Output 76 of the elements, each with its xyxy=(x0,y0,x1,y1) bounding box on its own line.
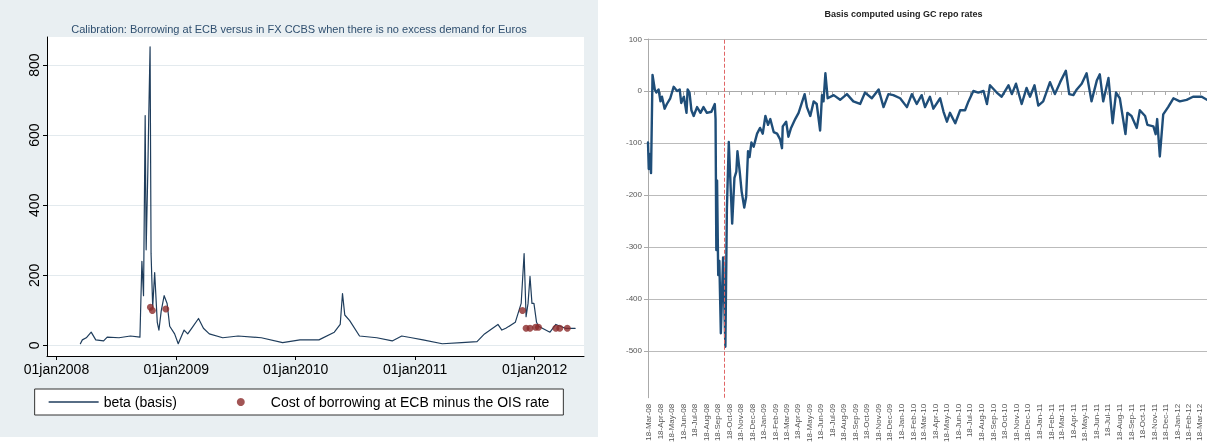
x-tick-label: 18-Nov-11 xyxy=(1149,403,1159,441)
line-series xyxy=(79,46,576,345)
chart-title: Calibration: Borrowing at ECB versus in FX CCBS when there is no excess demand for Euros xyxy=(71,22,528,35)
x-tick-label: 18-Apr-09 xyxy=(793,403,803,440)
y-tick-label: 400 xyxy=(26,193,42,217)
x-tick-label: 18-Sep-11 xyxy=(1126,403,1136,441)
legend-label: Cost of borrowing at ECB minus the OIS rate xyxy=(270,394,550,410)
y-tick-label: 0 xyxy=(26,341,42,350)
x-tick-label: 18-Jun-11 xyxy=(1091,403,1101,440)
x-tick-label: 18-Dec-09 xyxy=(885,403,895,442)
y-tick-label: 100 xyxy=(628,34,643,44)
x-tick-label: 18-Nov-08 xyxy=(736,403,746,442)
x-tick-label: 18-Aug-10 xyxy=(977,403,987,442)
line-series xyxy=(646,69,1207,349)
y-tick-label: -300 xyxy=(625,242,643,252)
x-tick-label: 01jan2011 xyxy=(382,361,448,377)
x-tick-label: 18-Mar-12 xyxy=(1195,403,1205,441)
x-tick-label: 18-Oct-08 xyxy=(724,403,734,440)
x-tick-label: 18-Nov-10 xyxy=(1011,403,1021,442)
x-tick-label: 18-Mar-08 xyxy=(643,403,653,441)
x-tick-label: 18-Dec-10 xyxy=(1023,403,1033,442)
x-tick-label: 18-Jul-08 xyxy=(689,403,699,438)
x-tick-label: 18-Mar-09 xyxy=(781,403,791,441)
x-tick-label: 18-Oct-10 xyxy=(1000,403,1010,440)
x-tick-label: 18-Mar-11 xyxy=(1057,403,1067,441)
x-tick-label: 18-Jul-10 xyxy=(965,403,975,438)
x-tick-label: 18-Jul-09 xyxy=(827,403,837,438)
point xyxy=(162,305,170,313)
x-tick-label: 18-Apr-08 xyxy=(655,403,665,440)
x-tick-label: 18-Feb-09 xyxy=(771,403,781,441)
x-tick-label: 18-Feb-12 xyxy=(1184,403,1194,441)
x-tick-label: 18-May-08 xyxy=(666,403,676,443)
x-tick-label: 18-Jan-10 xyxy=(897,403,907,440)
y-tick-label: 0 xyxy=(637,86,643,96)
x-tick-label: 18-Apr-10 xyxy=(931,403,941,440)
x-tick-label: 01jan2008 xyxy=(23,361,90,377)
x-tick-label: 18-May-10 xyxy=(942,403,952,443)
x-tick-label: 18-Sep-08 xyxy=(713,403,723,442)
x-tick-label: 18-Dec-08 xyxy=(747,403,757,442)
chart-title: Basis computed using GC repo rates xyxy=(824,8,983,19)
y-tick-label: -100 xyxy=(625,138,643,148)
x-tick-label: 01jan2010 xyxy=(263,361,329,377)
point xyxy=(518,306,526,314)
x-tick-label: 18-Jun-10 xyxy=(954,403,964,440)
x-tick-label: 18-Jun-08 xyxy=(678,403,688,440)
x-tick-label: 18-Jul-11 xyxy=(1103,403,1113,437)
x-tick-label: 01jan2012 xyxy=(501,361,568,377)
x-tick-label: 18-Sep-10 xyxy=(988,403,998,442)
x-tick-label: 18-Apr-11 xyxy=(1068,403,1078,439)
y-tick-label: -200 xyxy=(625,190,643,200)
x-tick-label: 18-Sep-09 xyxy=(851,403,861,442)
x-tick-label: 01jan2009 xyxy=(143,361,210,377)
x-tick-label: 18-Aug-08 xyxy=(701,403,711,442)
x-tick-label: 18-Jun-09 xyxy=(816,403,826,440)
x-tick-label: 18-Aug-09 xyxy=(839,403,849,442)
y-tick-label: 600 xyxy=(26,123,42,147)
x-tick-label: 18-Nov-09 xyxy=(874,403,884,442)
x-tick-label: 18-May-11 xyxy=(1080,403,1090,442)
x-tick-label: 18-Oct-09 xyxy=(862,403,872,440)
point xyxy=(556,324,564,332)
legend-label: beta (basis) xyxy=(103,394,177,410)
point xyxy=(563,324,571,332)
x-tick-label: 18-Jan-12 xyxy=(1172,403,1182,440)
y-tick-label: -500 xyxy=(625,346,643,356)
x-tick-label: 18-Dec-11 xyxy=(1160,403,1170,441)
x-tick-label: 18-Feb-11 xyxy=(1046,403,1056,441)
y-tick-label: 200 xyxy=(26,263,42,288)
y-tick-label: 800 xyxy=(26,53,42,77)
x-tick-label: 18-Jan-09 xyxy=(759,403,769,440)
x-tick-label: 18-Feb-10 xyxy=(908,403,918,441)
x-tick-label: 18-Aug-11 xyxy=(1114,403,1124,441)
x-tick-label: 18-Jan-11 xyxy=(1034,403,1044,440)
y-tick-label: -400 xyxy=(625,294,643,304)
x-tick-label: 18-May-09 xyxy=(804,403,814,443)
x-tick-label: 18-Oct-11 xyxy=(1137,403,1147,439)
x-tick-label: 18-Mar-10 xyxy=(919,403,929,441)
